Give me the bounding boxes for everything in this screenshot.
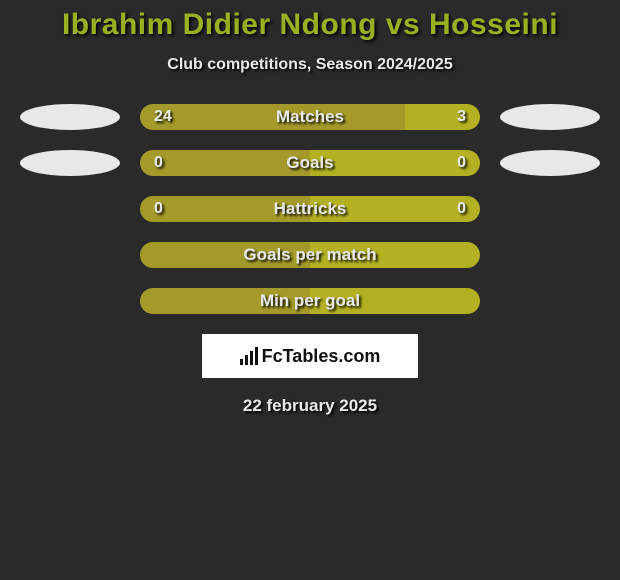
bar-right-fill bbox=[310, 196, 480, 222]
bar-right-fill bbox=[310, 288, 480, 314]
flag-slot-left bbox=[20, 288, 120, 314]
logo-box: FcTables.com bbox=[202, 334, 418, 378]
stat-rows: 243Matches 00Goals 00Hattricks Goals per ma… bbox=[0, 104, 620, 314]
bar-left-fill bbox=[140, 288, 310, 314]
flag-slot-left bbox=[20, 196, 120, 222]
flag-slot-right bbox=[500, 288, 600, 314]
flag-slot-right bbox=[500, 104, 600, 130]
bar-right-fill bbox=[310, 150, 480, 176]
subtitle: Club competitions, Season 2024/2025 bbox=[0, 56, 620, 74]
bar-left-fill bbox=[140, 104, 405, 130]
page-title: Ibrahim Didier Ndong vs Hosseini bbox=[0, 8, 620, 42]
bar-left-fill bbox=[140, 242, 310, 268]
bar-right-fill bbox=[310, 242, 480, 268]
flag-icon bbox=[20, 104, 120, 130]
bar-left-fill bbox=[140, 196, 310, 222]
flag-icon bbox=[500, 150, 600, 176]
date-label: 22 february 2025 bbox=[0, 396, 620, 416]
bar-right-fill bbox=[405, 104, 480, 130]
stat-row: 00Goals bbox=[0, 150, 620, 176]
flag-icon bbox=[20, 150, 120, 176]
stat-row: Min per goal bbox=[0, 288, 620, 314]
stat-bar: Goals per match bbox=[140, 242, 480, 268]
stat-bar: 243Matches bbox=[140, 104, 480, 130]
comparison-card: Ibrahim Didier Ndong vs Hosseini Club co… bbox=[0, 0, 620, 416]
flag-slot-left bbox=[20, 104, 120, 130]
bar-left-fill bbox=[140, 150, 310, 176]
flag-icon bbox=[500, 104, 600, 130]
bar-chart-icon bbox=[240, 347, 258, 365]
logo-text: FcTables.com bbox=[262, 346, 381, 367]
flag-slot-left bbox=[20, 242, 120, 268]
stat-bar: 00Hattricks bbox=[140, 196, 480, 222]
stat-bar: Min per goal bbox=[140, 288, 480, 314]
flag-slot-right bbox=[500, 150, 600, 176]
flag-slot-left bbox=[20, 150, 120, 176]
flag-slot-right bbox=[500, 196, 600, 222]
stat-row: 00Hattricks bbox=[0, 196, 620, 222]
stat-row: Goals per match bbox=[0, 242, 620, 268]
stat-bar: 00Goals bbox=[140, 150, 480, 176]
flag-slot-right bbox=[500, 242, 600, 268]
stat-row: 243Matches bbox=[0, 104, 620, 130]
